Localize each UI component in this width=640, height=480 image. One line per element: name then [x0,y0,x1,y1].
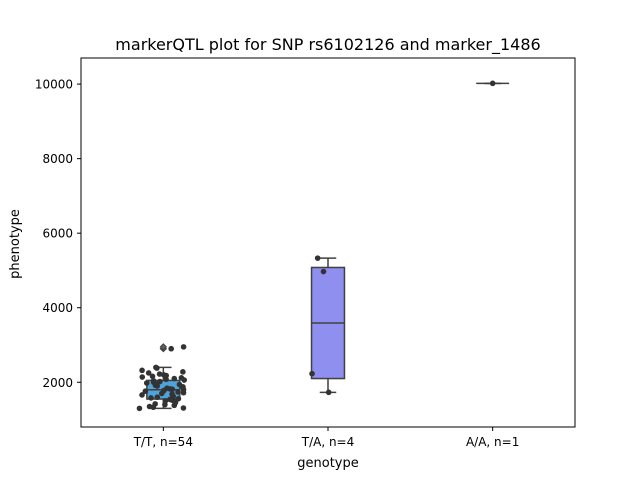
y-axis: 2000 4000 6000 8000 10000 [35,78,81,390]
data-point [175,389,181,395]
data-point [164,385,170,392]
data-point [153,364,159,371]
y-tick-label: 4000 [42,301,73,315]
data-point [139,367,145,374]
chart-title: markerQTL plot for SNP rs6102126 and mar… [115,35,540,55]
data-point [156,371,163,377]
x-tick-label: T/T, n=54 [133,435,193,449]
data-point [142,388,149,395]
x-tick-label: A/A, n=1 [466,435,519,449]
data-point [168,345,174,352]
data-point [139,374,146,380]
data-point [180,344,187,350]
box-1 [310,257,346,394]
plot-frame [80,57,576,428]
data-point [154,394,161,400]
data-point [152,401,158,407]
y-tick-label: 10000 [35,78,73,92]
data-point [178,375,185,381]
data-point [136,405,143,412]
data-point [325,389,332,396]
data-point [169,391,175,398]
y-axis-label: phenotype [8,209,23,279]
data-point [149,373,156,380]
data-point [176,381,183,388]
data-point [145,370,152,376]
data-point [157,378,163,385]
plot-area [136,80,510,412]
data-point [150,377,157,384]
data-point [180,405,187,411]
y-tick-label: 6000 [42,227,73,241]
data-point [139,392,145,398]
outlier-marker [159,343,168,351]
data-point [143,380,150,386]
x-tick-label: T/A, n=4 [301,435,355,449]
data-point [309,370,315,377]
data-point [489,80,496,87]
data-point [148,395,154,401]
data-point [320,268,327,275]
x-axis-label: genotype [297,456,358,471]
y-tick-label: 2000 [42,376,73,390]
data-point [175,395,182,402]
y-tick-label: 8000 [42,152,73,166]
data-point [160,372,167,378]
data-point [171,375,178,382]
x-axis: T/T, n=54 T/A, n=4 A/A, n=1 [133,427,519,449]
data-point [146,403,153,410]
data-point [180,369,186,375]
data-point [314,255,321,261]
data-point [162,398,169,404]
